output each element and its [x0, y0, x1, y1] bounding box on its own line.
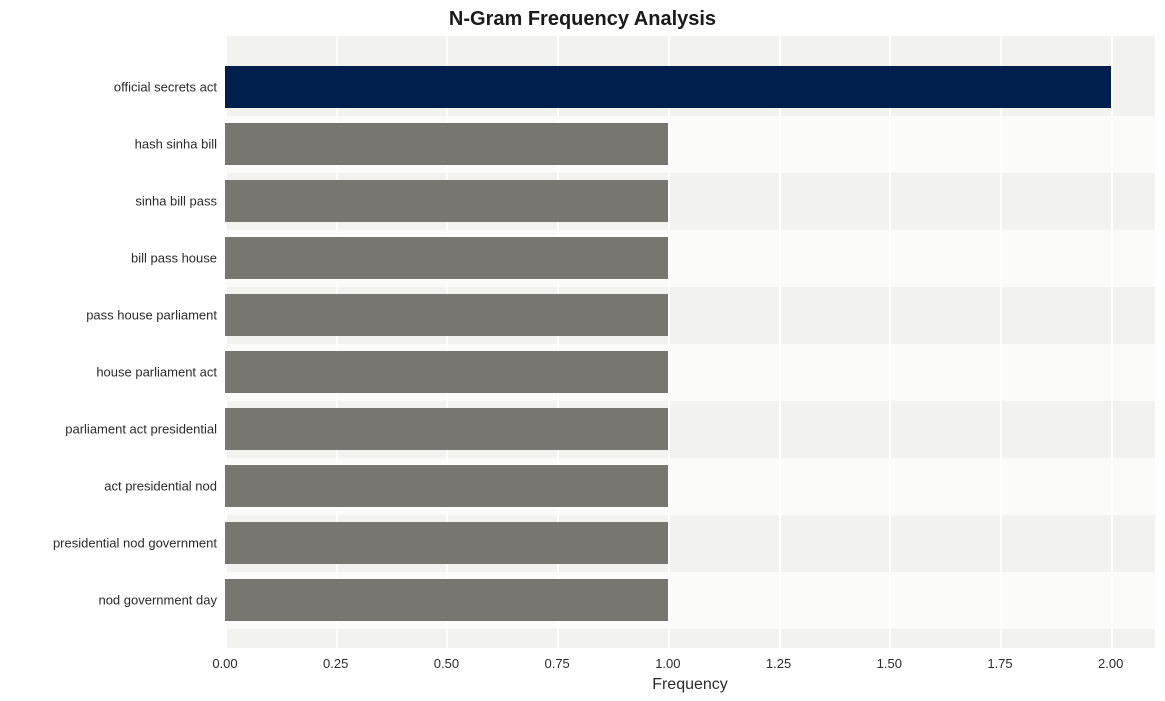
bar — [225, 66, 1111, 108]
bar — [225, 351, 668, 393]
y-axis-label: nod government day — [98, 593, 217, 608]
y-axis-label: bill pass house — [131, 251, 217, 266]
y-axis-label: act presidential nod — [104, 479, 217, 494]
bar — [225, 408, 668, 450]
ngram-frequency-chart: N-Gram Frequency Analysis official secre… — [0, 0, 1165, 701]
y-axis-label: sinha bill pass — [135, 194, 217, 209]
x-axis-tick: 0.00 — [212, 656, 237, 671]
x-axis-title: Frequency — [225, 676, 1155, 694]
grid-line — [668, 36, 670, 648]
grid-line — [1111, 36, 1113, 648]
bar — [225, 294, 668, 336]
x-axis-tick: 0.25 — [323, 656, 348, 671]
x-axis-tick: 1.75 — [987, 656, 1012, 671]
chart-title: N-Gram Frequency Analysis — [0, 8, 1165, 31]
grid-line — [889, 36, 891, 648]
bar — [225, 123, 668, 165]
plot-area: official secrets acthash sinha billsinha… — [225, 36, 1155, 648]
y-axis-label: hash sinha bill — [135, 137, 217, 152]
x-axis-tick: 2.00 — [1098, 656, 1123, 671]
y-axis-label: pass house parliament — [86, 308, 217, 323]
bar — [225, 237, 668, 279]
y-axis-label: presidential nod government — [53, 536, 217, 551]
bar — [225, 522, 668, 564]
bar — [225, 465, 668, 507]
x-axis-tick: 1.00 — [655, 656, 680, 671]
x-axis-tick: 1.50 — [877, 656, 902, 671]
y-axis-label: official secrets act — [114, 80, 217, 95]
row-stripe — [225, 629, 1155, 649]
x-axis-tick: 0.50 — [434, 656, 459, 671]
x-axis-tick: 0.75 — [544, 656, 569, 671]
grid-line — [779, 36, 781, 648]
bar — [225, 579, 668, 621]
y-axis-label: parliament act presidential — [65, 422, 217, 437]
grid-line — [1000, 36, 1002, 648]
bar — [225, 180, 668, 222]
y-axis-label: house parliament act — [96, 365, 217, 380]
x-axis-tick: 1.25 — [766, 656, 791, 671]
